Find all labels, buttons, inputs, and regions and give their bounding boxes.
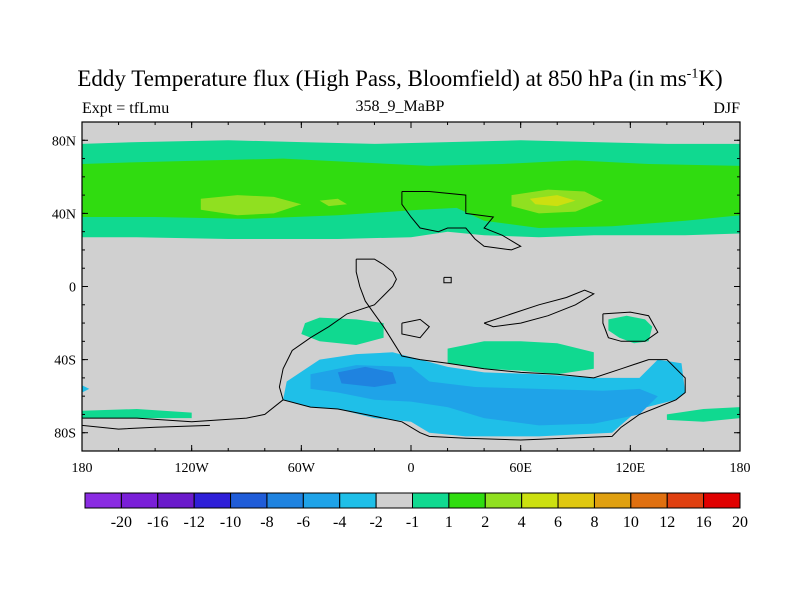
x-tick-label: 180 [730,461,751,476]
contour-region-pacific-peak [529,195,576,207]
colorbar-label: -2 [369,514,382,531]
coastline-east-arc [483,289,595,328]
colorbar-swatch [375,492,414,509]
contour-region-east-strip [666,407,740,422]
colorbar-label: -20 [111,514,132,531]
colorbar-swatch [557,492,595,509]
contour-region-west-strip [82,409,192,419]
contour-region-core-max [337,366,397,387]
colorbar-swatch [412,492,450,509]
colorbar-swatch [230,492,268,509]
colorbar-label: -1 [406,514,419,531]
colorbar-label: 4 [518,514,526,531]
colorbar-label: -16 [147,514,168,531]
colorbar-swatch [84,492,122,509]
colorbar-swatch [302,492,341,509]
contour-region-small-max [319,198,347,207]
colorbar-label: 1 [445,514,453,531]
colorbar-label: -12 [184,514,205,531]
contour-region-south-indian-band [447,341,594,375]
colorbar-swatch [666,492,705,509]
season-label: DJF [713,100,740,117]
x-tick-label: 180 [72,461,93,476]
colorbar-label: 2 [481,514,489,531]
contour-region-east-pacific-patch [608,315,653,344]
colorbar-swatch [266,492,304,509]
colorbar-label: 8 [590,514,598,531]
colorbar-swatch [120,492,159,509]
y-tick-label: 80N [52,134,76,149]
plot-area [82,122,740,451]
axes: 180 120W 60W 0 60E 120E 180 80N 40N 0 40S 80S [52,121,751,476]
y-tick-label: 0 [69,281,76,296]
contour-region-far-west [82,385,90,393]
colorbar-label: 6 [554,514,562,531]
x-tick-label: 60E [509,461,532,476]
colorbar-swatch [448,492,486,509]
colorbar-swatch [521,492,559,509]
colorbar-swatch [630,492,668,509]
coastline-east-island [602,311,659,342]
x-tick-label: 0 [408,461,415,476]
colorbar-label: 20 [732,514,748,531]
experiment-label: Expt = tfLmu [82,100,170,117]
coastline-north-continent [401,191,522,251]
x-tick-label: 120W [175,461,210,476]
colorbar-label: 10 [623,514,639,531]
y-tick-label: 40N [52,207,76,222]
colorbar-label: -6 [297,514,310,531]
y-tick-label: 40S [54,354,76,369]
colorbar-swatch [593,492,632,509]
colorbar-swatch [157,492,195,509]
colorbar-label: -10 [220,514,241,531]
contour-region-south-africa-patch [301,317,384,345]
field-layer [82,122,740,451]
colorbar-label: 16 [696,514,712,531]
time-label: 358_9_MaBP [355,98,445,115]
coastline-inner-patch [401,318,431,339]
contour-region-atlantic-max [200,195,302,216]
coastline-west-landmass [82,399,284,423]
colorbar-swatch [703,492,741,509]
colorbar-label: -4 [333,514,346,531]
colorbar: -20 -16 -12 -10 -8 -6 -4 -2 -1 1 2 4 6 8 10 12 16 20 [84,492,748,531]
colorbar-swatch [339,492,377,509]
contour-region-southern-ocean-core [310,365,658,426]
coastline-central-island [443,276,452,284]
chart-title: Eddy Temperature flux (High Pass, Bloomf… [77,66,723,91]
colorbar-label: 12 [659,514,675,531]
colorbar-label: -8 [260,514,273,531]
colorbar-swatch [193,492,232,509]
coastline-main-continent [278,258,686,441]
x-tick-label: 120E [616,461,646,476]
coastline-far-west-coast [82,424,210,430]
colorbar-swatch [484,492,523,509]
y-tick-label: 80S [54,427,76,442]
x-tick-label: 60W [288,461,316,476]
